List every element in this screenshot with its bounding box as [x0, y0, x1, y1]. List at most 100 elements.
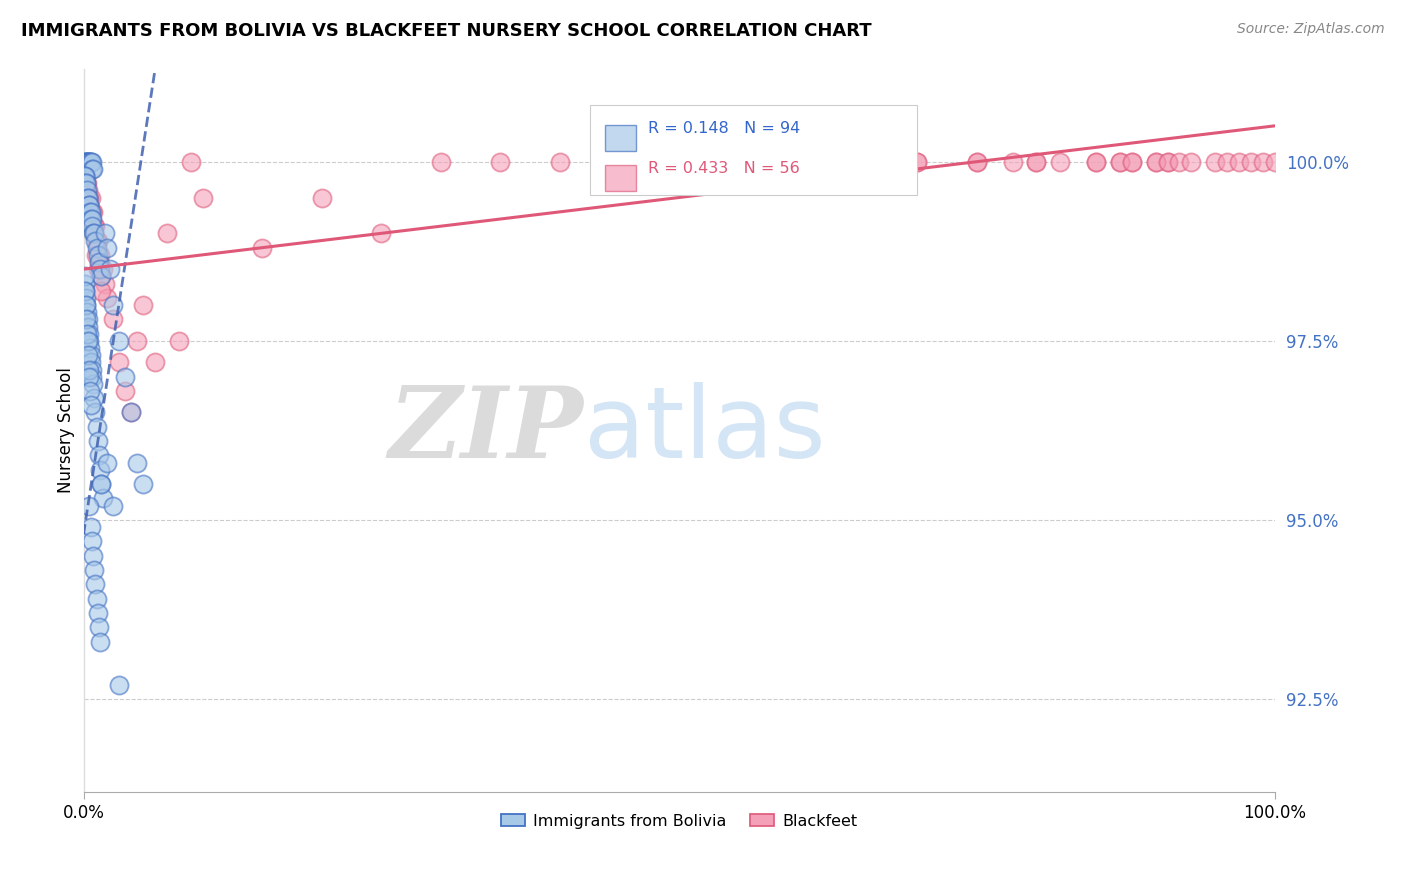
Point [83, 227, 105, 241]
Point [82, 161, 104, 176]
Point [89, 248, 111, 262]
FancyBboxPatch shape [605, 125, 637, 151]
Point [132, 477, 155, 491]
Point [73, 154, 96, 169]
Point [87, 449, 110, 463]
Point [1227, 154, 1250, 169]
Point [82, 369, 104, 384]
Point [89, 262, 111, 277]
Point [77, 183, 100, 197]
Point [79, 154, 101, 169]
Point [73, 169, 96, 183]
Point [89, 635, 111, 649]
Point [1156, 154, 1178, 169]
Point [548, 154, 571, 169]
Point [79, 190, 101, 204]
Point [77, 197, 100, 211]
Point [73, 269, 96, 284]
Point [76, 312, 98, 326]
Point [1085, 154, 1108, 169]
Point [167, 334, 190, 348]
Point [82, 227, 104, 241]
Point [966, 154, 988, 169]
Point [76, 183, 98, 197]
Point [75, 176, 97, 190]
Point [77, 319, 100, 334]
Point [84, 234, 107, 248]
Point [98, 262, 121, 277]
Point [96, 456, 118, 470]
Point [75, 284, 97, 298]
Point [94, 227, 117, 241]
Point [846, 154, 869, 169]
Point [75, 284, 97, 298]
Point [82, 161, 104, 176]
Text: R = 0.433   N = 56: R = 0.433 N = 56 [648, 161, 800, 176]
Point [87, 248, 110, 262]
Point [79, 369, 101, 384]
Point [87, 234, 110, 248]
Point [79, 334, 101, 348]
Y-axis label: Nursery School: Nursery School [58, 368, 75, 493]
Point [79, 197, 101, 211]
Point [905, 154, 928, 169]
Point [87, 255, 110, 269]
Point [76, 298, 98, 312]
Point [82, 219, 104, 234]
Point [79, 154, 101, 169]
Point [1025, 154, 1047, 169]
Point [90, 269, 112, 284]
Point [156, 227, 179, 241]
Point [609, 154, 631, 169]
Point [83, 219, 105, 234]
Point [90, 284, 112, 298]
Point [1180, 154, 1202, 169]
Point [1168, 154, 1191, 169]
Point [77, 348, 100, 362]
Point [1121, 154, 1143, 169]
Text: atlas: atlas [583, 382, 825, 479]
Point [108, 678, 131, 692]
Point [905, 154, 928, 169]
Point [1144, 154, 1167, 169]
Point [1240, 154, 1263, 169]
Point [127, 334, 149, 348]
Point [1049, 154, 1071, 169]
Point [108, 355, 131, 369]
Point [76, 154, 98, 169]
Point [73, 277, 96, 291]
Text: Source: ZipAtlas.com: Source: ZipAtlas.com [1237, 22, 1385, 37]
Point [84, 405, 107, 419]
Point [1085, 154, 1108, 169]
Point [668, 154, 690, 169]
Point [114, 384, 136, 398]
Point [80, 204, 103, 219]
Point [430, 154, 453, 169]
Legend: Immigrants from Bolivia, Blackfeet: Immigrants from Bolivia, Blackfeet [495, 807, 863, 835]
Point [75, 154, 97, 169]
Point [80, 212, 103, 227]
Point [311, 190, 333, 204]
Text: R = 0.148   N = 94: R = 0.148 N = 94 [648, 121, 800, 136]
Point [727, 154, 749, 169]
Point [76, 334, 98, 348]
Point [76, 326, 98, 341]
Point [90, 477, 112, 491]
Point [77, 362, 100, 376]
Point [79, 398, 101, 412]
Point [1251, 154, 1274, 169]
Point [76, 154, 98, 169]
Point [86, 591, 108, 606]
Point [103, 312, 125, 326]
Point [76, 190, 98, 204]
Point [89, 463, 111, 477]
Point [87, 606, 110, 620]
Point [108, 334, 131, 348]
Point [86, 241, 108, 255]
Point [370, 227, 392, 241]
Point [79, 348, 101, 362]
Point [1216, 154, 1239, 169]
Point [94, 277, 117, 291]
Point [143, 355, 166, 369]
Point [80, 212, 103, 227]
